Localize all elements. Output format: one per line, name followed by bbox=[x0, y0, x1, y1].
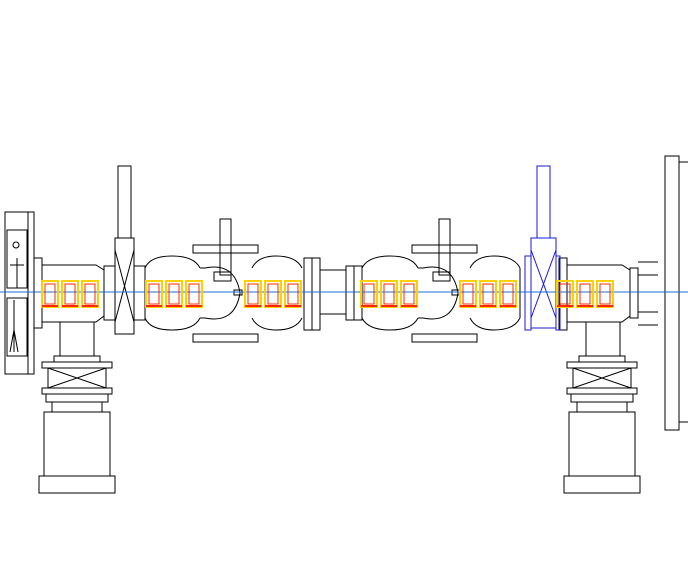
label-group-2 bbox=[145, 280, 203, 308]
label-blocks bbox=[41, 280, 614, 308]
label-box bbox=[244, 280, 262, 308]
label-box-inner bbox=[168, 283, 180, 305]
label-box bbox=[479, 280, 497, 308]
label-box bbox=[499, 280, 517, 308]
label-box-inner bbox=[482, 283, 494, 305]
label-box bbox=[380, 280, 398, 308]
label-box-inner bbox=[64, 283, 76, 305]
left-pump bbox=[38, 264, 116, 494]
left-end-flange bbox=[4, 211, 43, 375]
label-group-4 bbox=[360, 280, 418, 308]
label-box bbox=[400, 280, 418, 308]
label-box-inner bbox=[44, 283, 56, 305]
label-box bbox=[185, 280, 203, 308]
label-box-inner bbox=[599, 283, 611, 305]
label-box bbox=[264, 280, 282, 308]
right-pump bbox=[558, 257, 658, 494]
check-valve-left bbox=[144, 218, 303, 343]
label-box-inner bbox=[247, 283, 259, 305]
label-box bbox=[145, 280, 163, 308]
label-box bbox=[596, 280, 614, 308]
label-group-5 bbox=[459, 280, 517, 308]
label-box bbox=[576, 280, 594, 308]
label-box bbox=[81, 280, 99, 308]
label-box-inner bbox=[148, 283, 160, 305]
label-box-inner bbox=[84, 283, 96, 305]
label-box bbox=[459, 280, 477, 308]
label-group-3 bbox=[244, 280, 302, 308]
right-end-plate bbox=[664, 155, 688, 431]
label-box-inner bbox=[579, 283, 591, 305]
label-box bbox=[41, 280, 59, 308]
label-box-inner bbox=[267, 283, 279, 305]
middle-spool bbox=[303, 257, 363, 331]
label-box-inner bbox=[462, 283, 474, 305]
label-box-inner bbox=[559, 283, 571, 305]
label-box-inner bbox=[403, 283, 415, 305]
label-box-inner bbox=[363, 283, 375, 305]
label-box-inner bbox=[188, 283, 200, 305]
label-box bbox=[61, 280, 79, 308]
label-box bbox=[284, 280, 302, 308]
label-box bbox=[165, 280, 183, 308]
check-valve-right bbox=[361, 218, 521, 343]
left-gate-valve bbox=[103, 165, 146, 335]
label-box-inner bbox=[502, 283, 514, 305]
label-group-6 bbox=[556, 280, 614, 308]
label-group-1 bbox=[41, 280, 99, 308]
label-box bbox=[360, 280, 378, 308]
label-box-inner bbox=[287, 283, 299, 305]
label-box-inner bbox=[383, 283, 395, 305]
right-gate-valve-highlighted bbox=[524, 165, 561, 331]
